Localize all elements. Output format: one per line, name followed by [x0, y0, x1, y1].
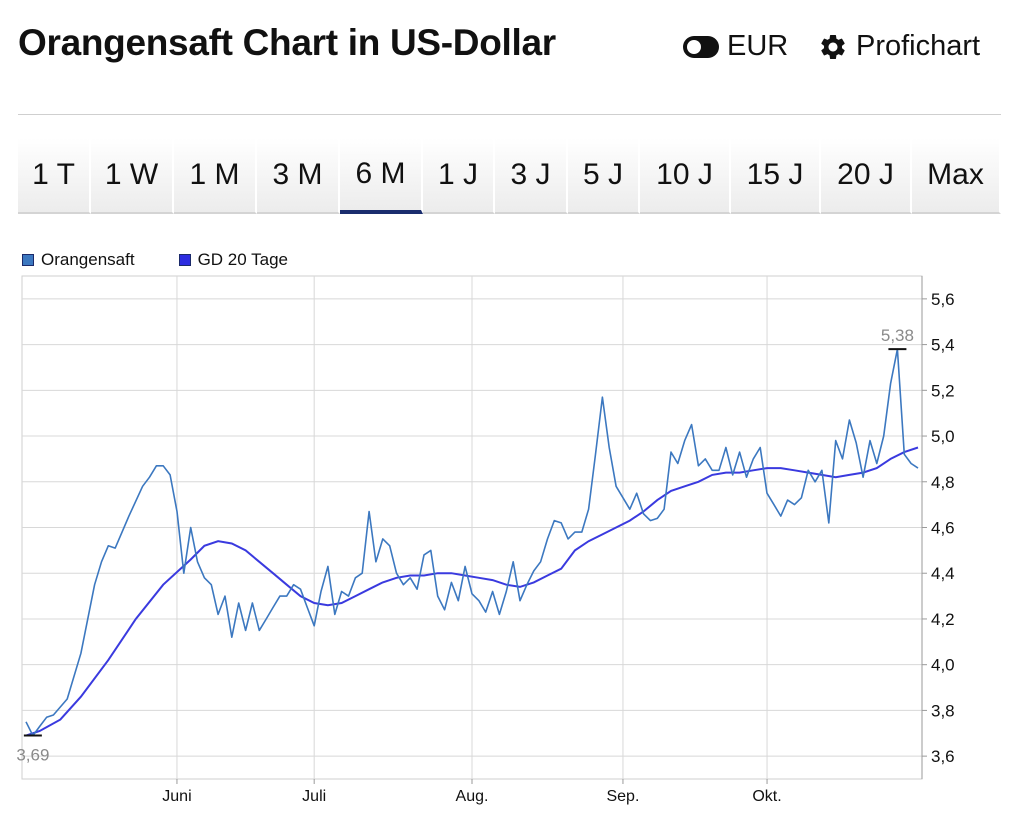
y-tick-label: 5,0: [931, 427, 955, 446]
y-tick-label: 4,4: [931, 564, 955, 583]
toggle-switch-icon[interactable]: [683, 35, 719, 58]
tab-5j[interactable]: 5 J: [568, 138, 640, 214]
profichart-label: Profichart: [856, 30, 981, 62]
series-line-gd20: [25, 446, 919, 737]
legend-label-gd20: GD 20 Tage: [197, 250, 288, 269]
tab-10j[interactable]: 10 J: [640, 138, 731, 214]
grid-vertical: [176, 276, 768, 779]
extreme-label: 3,69: [16, 746, 49, 765]
tab-15j[interactable]: 15 J: [731, 138, 821, 214]
header-divider: [18, 114, 1001, 115]
y-tick-label: 4,2: [931, 610, 955, 629]
y-tick-label: 3,6: [931, 747, 955, 766]
legend-item-orangensaft: Orangensaft: [22, 250, 135, 270]
currency-toggle[interactable]: EUR: [683, 30, 788, 63]
x-tick-label: Juni: [162, 788, 191, 805]
y-tick-label: 5,2: [931, 381, 955, 400]
chart-legend: Orangensaft GD 20 Tage: [22, 250, 332, 270]
y-axis-ticks: 3,6 3,8 4,0 4,2 4,4 4,6 4,8 5,0 5,2 5,4 5,6: [922, 290, 955, 766]
extreme-annotations: 3,69 5,38: [16, 326, 914, 764]
legend-label-orangensaft: Orangensaft: [41, 250, 135, 269]
tab-max[interactable]: Max: [912, 138, 1001, 214]
y-tick-label: 4,6: [931, 519, 955, 538]
price-chart: 3,63,84,04,24,44,64,85,05,25,45,6 Juni Ju…: [16, 275, 955, 805]
legend-swatch-sma: [178, 254, 191, 266]
tab-3m[interactable]: 3 M: [257, 138, 340, 214]
profichart-link[interactable]: Profichart: [818, 30, 980, 63]
legend-swatch-price: [22, 254, 34, 266]
x-tick-label: Aug.: [456, 788, 489, 805]
y-tick-label: 4,0: [931, 656, 955, 675]
tab-1j[interactable]: 1 J: [423, 138, 495, 214]
legend-item-gd20: GD 20 Tage: [178, 250, 288, 270]
currency-toggle-label: EUR: [727, 30, 789, 62]
extreme-label: 5,38: [881, 326, 914, 345]
tab-1m[interactable]: 1 M: [174, 138, 257, 214]
y-tick-label: 4,8: [931, 473, 955, 492]
tab-6m[interactable]: 6 M: [340, 138, 423, 214]
x-tick-label: Sep.: [606, 788, 639, 805]
y-tick-label: 5,4: [931, 336, 955, 355]
series-line-orangensaft: [25, 348, 919, 737]
gear-icon: [821, 34, 845, 59]
tab-3j[interactable]: 3 J: [495, 138, 568, 214]
tab-1w[interactable]: 1 W: [91, 138, 174, 214]
tab-20j[interactable]: 20 J: [821, 138, 912, 214]
y-tick-label: 5,6: [931, 290, 955, 309]
period-tabs: 1 T 1 W 1 M 3 M 6 M 1 J 3 J 5 J 10 J 15 …: [18, 138, 1001, 216]
tab-1t[interactable]: 1 T: [18, 138, 91, 214]
x-tick-label: Juli: [302, 788, 326, 805]
x-axis-ticks: Juni Juli Aug. Sep. Okt.: [162, 779, 782, 805]
x-tick-label: Okt.: [752, 788, 781, 805]
y-tick-label: 3,8: [931, 701, 955, 720]
page-title: Orangensaft Chart in US-Dollar: [18, 22, 556, 63]
